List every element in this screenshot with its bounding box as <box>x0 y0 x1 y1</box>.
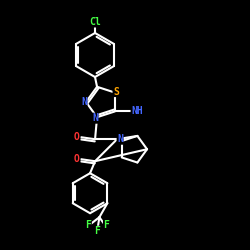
Text: NH: NH <box>131 106 143 117</box>
Text: F: F <box>86 220 91 230</box>
Text: S: S <box>113 86 119 97</box>
Text: N: N <box>92 113 98 123</box>
Text: N: N <box>117 134 123 144</box>
Text: F: F <box>104 220 109 230</box>
Text: N: N <box>81 97 87 107</box>
Text: O: O <box>74 154 80 164</box>
Text: Cl: Cl <box>89 17 101 27</box>
Text: O: O <box>74 132 80 142</box>
Text: F: F <box>94 226 100 236</box>
